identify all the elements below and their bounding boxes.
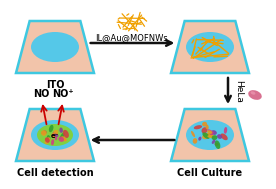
- Ellipse shape: [44, 137, 51, 144]
- Ellipse shape: [210, 133, 213, 137]
- Ellipse shape: [63, 130, 69, 138]
- Ellipse shape: [194, 125, 202, 129]
- Ellipse shape: [212, 135, 217, 140]
- Ellipse shape: [191, 131, 195, 137]
- Ellipse shape: [208, 133, 213, 137]
- Ellipse shape: [186, 120, 234, 150]
- Ellipse shape: [248, 90, 262, 100]
- Ellipse shape: [214, 143, 219, 146]
- Ellipse shape: [31, 32, 79, 62]
- Polygon shape: [16, 109, 94, 161]
- Ellipse shape: [41, 130, 47, 135]
- Polygon shape: [171, 21, 249, 73]
- Text: Cell Culture: Cell Culture: [177, 168, 243, 178]
- Ellipse shape: [193, 138, 197, 144]
- Ellipse shape: [59, 128, 63, 133]
- Ellipse shape: [49, 125, 54, 132]
- Ellipse shape: [201, 127, 208, 133]
- Ellipse shape: [202, 133, 211, 139]
- Ellipse shape: [206, 124, 209, 129]
- Ellipse shape: [54, 134, 59, 137]
- Ellipse shape: [224, 127, 227, 134]
- Ellipse shape: [61, 136, 67, 141]
- Text: NO: NO: [33, 89, 49, 99]
- Ellipse shape: [31, 120, 79, 150]
- Text: ITO: ITO: [46, 80, 64, 90]
- Ellipse shape: [251, 91, 255, 95]
- Ellipse shape: [51, 132, 57, 138]
- Ellipse shape: [53, 132, 57, 138]
- Text: IL@Au@MOFNWs: IL@Au@MOFNWs: [95, 33, 168, 42]
- Polygon shape: [16, 21, 94, 73]
- Text: Cell detection: Cell detection: [17, 168, 93, 178]
- Ellipse shape: [207, 130, 212, 134]
- Ellipse shape: [221, 133, 228, 140]
- Ellipse shape: [45, 137, 50, 143]
- Ellipse shape: [211, 130, 217, 135]
- Ellipse shape: [55, 132, 58, 137]
- Ellipse shape: [212, 140, 215, 144]
- Ellipse shape: [47, 135, 51, 140]
- Ellipse shape: [37, 124, 73, 146]
- Ellipse shape: [208, 129, 214, 134]
- Ellipse shape: [208, 135, 215, 138]
- Ellipse shape: [54, 130, 59, 134]
- Ellipse shape: [41, 130, 46, 136]
- Ellipse shape: [202, 122, 207, 126]
- Ellipse shape: [215, 140, 220, 149]
- Ellipse shape: [202, 132, 210, 139]
- Ellipse shape: [186, 32, 234, 62]
- Ellipse shape: [60, 133, 65, 139]
- Ellipse shape: [198, 137, 201, 141]
- Polygon shape: [171, 109, 249, 161]
- Ellipse shape: [54, 134, 57, 140]
- Ellipse shape: [217, 134, 222, 139]
- Ellipse shape: [59, 137, 64, 142]
- Ellipse shape: [51, 139, 54, 145]
- Text: NO⁺: NO⁺: [52, 89, 74, 99]
- Text: HeLa: HeLa: [235, 80, 243, 102]
- Text: e⁻: e⁻: [51, 133, 59, 139]
